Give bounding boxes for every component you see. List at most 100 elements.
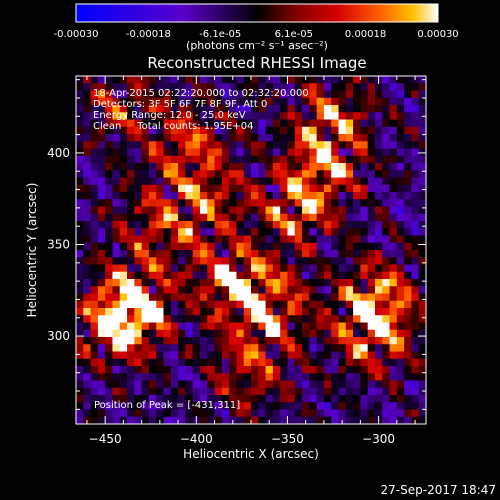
heatmap-cell <box>294 373 303 381</box>
heatmap-cell <box>199 380 208 389</box>
heatmap-cell <box>287 315 296 323</box>
heatmap-cell <box>367 242 376 251</box>
heatmap-cell <box>294 177 303 186</box>
heatmap-cell <box>236 358 245 367</box>
heatmap-cell <box>338 293 347 302</box>
heatmap-cell <box>163 134 172 142</box>
heatmap-cell <box>236 409 245 418</box>
heatmap-cell <box>287 112 296 120</box>
annotation-time-range: 18-Apr-2015 02:22:20.000 to 02:32:20.000 <box>93 88 309 99</box>
heatmap-cell <box>404 235 412 244</box>
heatmap-cell <box>134 170 143 178</box>
heatmap-cell <box>134 395 143 403</box>
heatmap-cell <box>156 257 164 265</box>
heatmap-cell <box>134 141 143 149</box>
heatmap-cell <box>243 300 252 309</box>
heatmap-cell <box>192 257 201 265</box>
heatmap-cell <box>345 170 354 178</box>
heatmap-cell <box>199 279 208 287</box>
heatmap-cell <box>287 344 296 352</box>
heatmap-cell <box>221 206 230 215</box>
heatmap-cell <box>178 112 186 120</box>
heatmap-cell <box>294 395 303 403</box>
heatmap-cell <box>192 308 201 316</box>
heatmap-cell <box>170 141 179 149</box>
heatmap-cell <box>396 402 405 410</box>
heatmap-cell <box>119 199 128 207</box>
heatmap-cell <box>221 119 230 128</box>
heatmap-cell <box>199 235 208 244</box>
colorbar-tick-label: 0.00030 <box>417 29 458 40</box>
heatmap-cell <box>141 126 150 135</box>
heatmap-cell <box>360 134 369 142</box>
heatmap-cell <box>199 344 208 352</box>
heatmap-cell <box>119 329 128 338</box>
heatmap-cell <box>134 264 143 273</box>
heatmap-cell <box>185 402 194 410</box>
heatmap-cell <box>141 221 150 229</box>
heatmap-cell <box>112 409 121 418</box>
heatmap-cell <box>418 395 426 403</box>
heatmap-cell <box>207 351 215 360</box>
heatmap-cell <box>148 293 157 302</box>
heatmap-cell <box>374 170 383 178</box>
heatmap-cell <box>76 409 84 418</box>
heatmap-cell <box>76 257 84 265</box>
heatmap-cell <box>127 279 135 287</box>
heatmap-cell <box>127 177 135 186</box>
heatmap-cell <box>331 177 339 186</box>
heatmap-cell <box>112 337 121 345</box>
heatmap-cell <box>170 293 179 302</box>
heatmap-cell <box>345 416 354 424</box>
annotation-total-counts: Clean Total counts: 1.95E+04 <box>93 121 253 132</box>
heatmap-cell <box>76 416 84 424</box>
heatmap-cell <box>345 344 354 352</box>
heatmap-cell <box>404 279 412 287</box>
heatmap-cell <box>331 380 339 389</box>
heatmap-cell <box>389 402 398 410</box>
heatmap-cell <box>156 148 164 157</box>
heatmap-cell <box>360 286 369 294</box>
heatmap-cell <box>382 380 390 389</box>
heatmap-cell <box>243 213 252 222</box>
heatmap-cell <box>105 184 113 193</box>
heatmap-cell <box>360 242 369 251</box>
heatmap-cell <box>258 329 266 338</box>
heatmap-cell <box>236 83 245 91</box>
heatmap-cell <box>353 373 361 381</box>
heatmap-cell <box>265 119 274 128</box>
heatmap-cell <box>338 119 347 128</box>
heatmap-cell <box>404 112 412 120</box>
heatmap-cell <box>170 250 179 258</box>
heatmap-cell <box>353 402 361 410</box>
heatmap-cell <box>156 329 164 338</box>
heatmap-cell <box>83 228 91 236</box>
heatmap-cell <box>353 155 361 164</box>
heatmap-cell <box>353 119 361 128</box>
heatmap-cell <box>265 213 274 222</box>
heatmap-cell <box>374 206 383 215</box>
heatmap-cell <box>112 105 121 113</box>
heatmap-cell <box>323 279 332 287</box>
heatmap-cell <box>221 416 230 424</box>
heatmap-cell <box>127 141 135 149</box>
heatmap-cell <box>345 358 354 367</box>
colorbar-tick-label: 0.00018 <box>345 29 386 40</box>
heatmap-cell <box>411 271 420 280</box>
heatmap-cell <box>97 242 106 251</box>
heatmap-cell <box>163 192 172 200</box>
heatmap-cell <box>353 380 361 389</box>
heatmap-cell <box>258 235 266 244</box>
heatmap-cell <box>258 344 266 352</box>
heatmap-cell <box>112 97 121 106</box>
heatmap-cell <box>374 177 383 186</box>
heatmap-cell <box>404 308 412 316</box>
heatmap-cell <box>251 337 259 345</box>
heatmap-cell <box>185 126 194 135</box>
heatmap-cell <box>105 97 113 106</box>
heatmap-cell <box>112 213 121 222</box>
heatmap-cell <box>272 308 281 316</box>
heatmap-cell <box>265 97 274 106</box>
heatmap-cell <box>338 242 347 251</box>
heatmap-cell <box>134 76 143 84</box>
